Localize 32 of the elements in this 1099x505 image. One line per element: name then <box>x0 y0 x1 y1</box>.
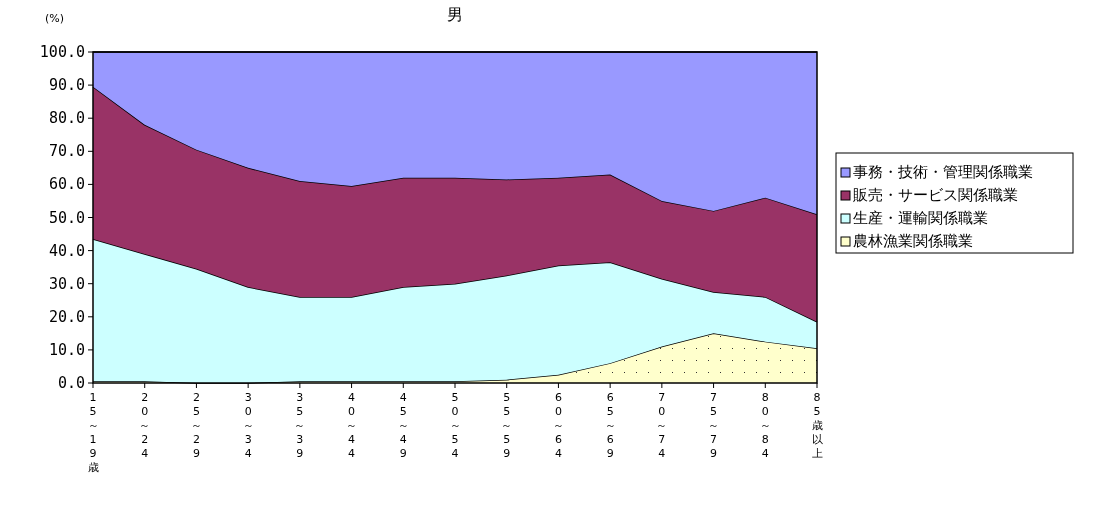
x-tick-label: 55～59 <box>501 391 513 460</box>
chart-title: 男 <box>447 5 463 24</box>
y-tick-label: 40.0 <box>48 241 85 260</box>
legend-label: 農林漁業関係職業 <box>853 232 973 250</box>
legend-label: 生産・運輸関係職業 <box>853 209 988 227</box>
x-tick-label: 80～84 <box>759 391 771 460</box>
x-tick-label: 75～79 <box>708 391 720 460</box>
y-tick-label: 100.0 <box>39 43 85 61</box>
legend-label: 事務・技術・管理関係職業 <box>853 163 1033 181</box>
y-tick-label: 70.0 <box>48 142 85 161</box>
y-tick-label: 50.0 <box>48 208 85 227</box>
x-tick-label: 35～39 <box>294 391 306 460</box>
x-tick-label: 15～19歳 <box>87 391 99 474</box>
legend-label: 販売・サービス関係職業 <box>853 186 1018 204</box>
x-tick-label: 45～49 <box>397 391 409 460</box>
y-tick-label: 10.0 <box>48 340 85 359</box>
x-tick-label: 70～74 <box>656 391 668 460</box>
y-tick-label: 80.0 <box>48 109 85 128</box>
x-tick-label: 30～34 <box>242 391 254 460</box>
y-tick-label: 20.0 <box>48 307 85 326</box>
y-tick-label: 90.0 <box>48 76 85 95</box>
y-axis-title: (%) <box>45 12 65 25</box>
y-tick-label: 60.0 <box>48 175 85 194</box>
x-tick-label: 65～69 <box>604 391 616 460</box>
x-tick-label: 50～54 <box>449 391 461 460</box>
y-tick-label: 30.0 <box>48 274 85 293</box>
x-tick-label: 60～64 <box>552 391 564 460</box>
y-tick-label: 0.0 <box>57 374 85 392</box>
x-tick-label: 85歳以上 <box>811 391 823 460</box>
x-tick-label: 25～29 <box>190 391 202 460</box>
x-tick-label: 20～24 <box>139 391 151 460</box>
x-tick-label: 40～44 <box>346 391 358 460</box>
